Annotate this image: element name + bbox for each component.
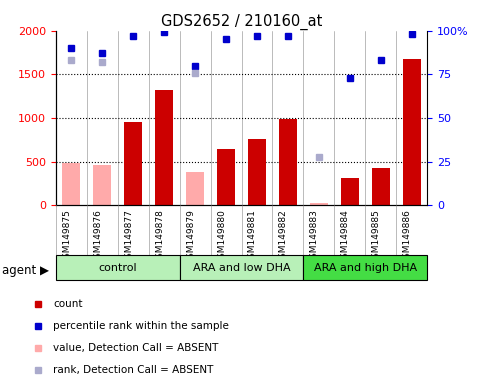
Text: GSM149885: GSM149885 xyxy=(372,209,381,264)
Bar xyxy=(93,165,112,205)
Text: GSM149884: GSM149884 xyxy=(341,209,350,264)
FancyBboxPatch shape xyxy=(180,255,303,280)
FancyBboxPatch shape xyxy=(56,255,180,280)
Text: GSM149882: GSM149882 xyxy=(279,209,288,264)
Text: GSM149876: GSM149876 xyxy=(93,209,102,264)
Bar xyxy=(372,168,390,205)
Text: GSM149875: GSM149875 xyxy=(62,209,71,264)
Bar xyxy=(217,149,235,205)
Bar xyxy=(248,139,266,205)
Text: GSM149877: GSM149877 xyxy=(124,209,133,264)
Bar xyxy=(124,122,142,205)
Text: GSM149886: GSM149886 xyxy=(403,209,412,264)
Text: GSM149880: GSM149880 xyxy=(217,209,226,264)
Text: count: count xyxy=(53,299,83,309)
Text: control: control xyxy=(98,263,137,273)
Text: GSM149883: GSM149883 xyxy=(310,209,319,264)
Text: GDS2652 / 210160_at: GDS2652 / 210160_at xyxy=(161,13,322,30)
FancyBboxPatch shape xyxy=(303,255,427,280)
Bar xyxy=(310,203,328,205)
Bar xyxy=(279,119,297,205)
Text: GSM149878: GSM149878 xyxy=(155,209,164,264)
Bar xyxy=(403,59,421,205)
Bar xyxy=(155,90,173,205)
Text: agent ▶: agent ▶ xyxy=(2,264,49,277)
Text: ARA and high DHA: ARA and high DHA xyxy=(314,263,417,273)
Bar xyxy=(186,172,204,205)
Text: percentile rank within the sample: percentile rank within the sample xyxy=(53,321,229,331)
Text: value, Detection Call = ABSENT: value, Detection Call = ABSENT xyxy=(53,343,219,353)
Bar xyxy=(62,163,80,205)
Text: GSM149879: GSM149879 xyxy=(186,209,195,264)
Text: rank, Detection Call = ABSENT: rank, Detection Call = ABSENT xyxy=(53,365,214,375)
Text: GSM149881: GSM149881 xyxy=(248,209,257,264)
Text: ARA and low DHA: ARA and low DHA xyxy=(193,263,290,273)
Bar xyxy=(341,178,359,205)
